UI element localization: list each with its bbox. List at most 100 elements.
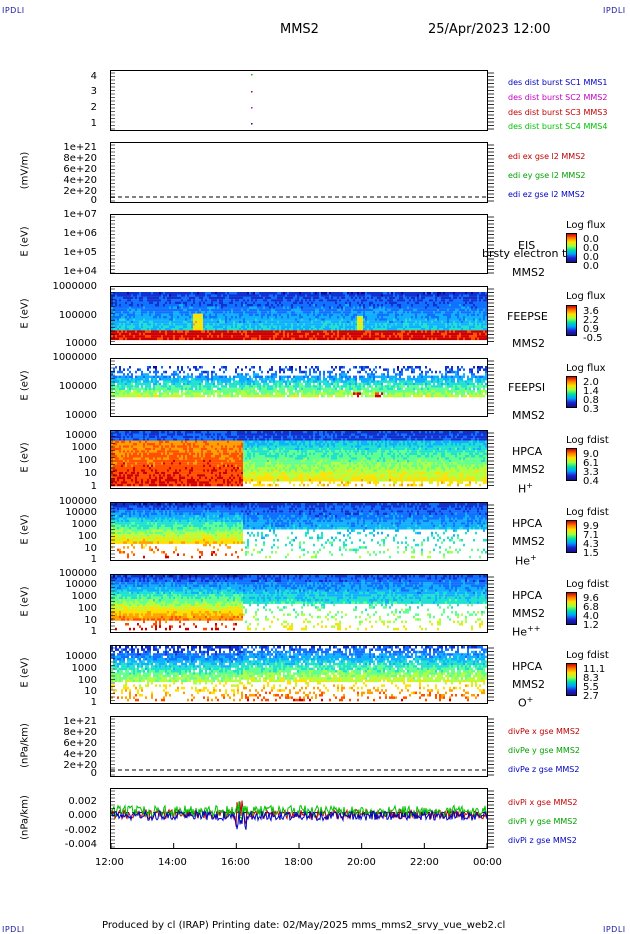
colorbar-value: 0.0: [583, 243, 599, 254]
tick-label: 100: [77, 531, 97, 542]
colorbar-value: 0.3: [583, 404, 599, 415]
instrument-label: FEEPSI: [508, 381, 546, 394]
legend-entry: divPi y gse MMS2: [508, 817, 578, 826]
tick-label: 100: [77, 675, 97, 686]
colorbar-value: 0.0: [583, 252, 599, 263]
ion-name: He: [512, 625, 528, 639]
legend-entry: divPi z gse MMS2: [508, 836, 577, 845]
legend-entry: des dist burst SC4 MMS4: [508, 122, 608, 131]
colorbar-value: 11.1: [583, 664, 606, 675]
tick-label: 0: [90, 768, 97, 779]
spacecraft-label: MMS2: [512, 678, 545, 691]
ion-name: O: [518, 696, 527, 710]
footer-text: Produced by cl (IRAP) Printing date: 02/…: [102, 920, 506, 931]
ion-species-label: He++: [512, 624, 540, 639]
tick-label: 1000: [71, 519, 97, 530]
tick-label: 8e+20: [63, 727, 97, 738]
tick-label: 0.000: [68, 810, 97, 821]
tick-label: 1000: [71, 442, 97, 453]
tick-label: 10000: [65, 338, 97, 349]
x-tick-label: 00:00: [473, 857, 502, 868]
colorbar-value: 6.8: [583, 602, 599, 613]
legend-entry: des dist burst SC1 MMS1: [508, 78, 608, 87]
panel-edi-efield: [110, 142, 488, 203]
panel-burst-plot: [110, 70, 488, 131]
colorbar-value: 6.1: [583, 458, 599, 469]
legend-entry: divPe y gse MMS2: [508, 746, 580, 755]
tick-label: 10000: [65, 410, 97, 421]
spacecraft-title: MMS2: [280, 22, 319, 37]
spacecraft-label: MMS2: [512, 337, 545, 350]
instrument-label: HPCA: [512, 589, 543, 602]
tick-label: -0.002: [64, 825, 97, 836]
legend-entry: divPi x gse MMS2: [508, 798, 578, 807]
corner-label-bottom-left: IPDLI: [2, 925, 25, 934]
ion-species-label: O+: [518, 695, 533, 710]
colorbar-value: 1.2: [583, 620, 599, 631]
tick-label: 1: [90, 118, 97, 129]
ion-charge: +: [526, 695, 534, 704]
colorbar-title: Log fdist: [566, 579, 609, 590]
colorbar-value: -0.5: [583, 333, 603, 344]
series-divpi-z: [110, 809, 488, 830]
tick-label: 10000: [65, 430, 97, 441]
tick-label: 1e+21: [63, 142, 97, 153]
tick-label: 1e+07: [63, 209, 97, 220]
burst-mark-mms2: [251, 107, 253, 109]
colorbar-value: 9.0: [583, 449, 599, 460]
panel-divpe: [110, 716, 488, 777]
x-tick-label: 16:00: [221, 857, 250, 868]
colorbar-value: 9.6: [583, 593, 599, 604]
spacecraft-label: MMS2: [512, 409, 545, 422]
x-tick-label: 18:00: [284, 857, 313, 868]
colorbar-value: 2.2: [583, 315, 599, 326]
colorbar-title: Log flux: [566, 220, 606, 231]
colorbar: [566, 305, 577, 336]
legend-entry: edi ey gse l2 MMS2: [508, 171, 586, 180]
x-tick-label: 20:00: [347, 857, 376, 868]
datetime-title: 25/Apr/2023 12:00: [428, 22, 551, 37]
ion-species-label: H+: [518, 481, 533, 496]
tick-label: 100: [77, 455, 97, 466]
tick-label: 6e+20: [63, 738, 97, 749]
colorbar-value: 5.5: [583, 682, 599, 693]
ion-species-label: He+: [515, 553, 537, 568]
legend-entry: divPe x gse MMS2: [508, 727, 580, 736]
colorbar-value: 2.7: [583, 691, 599, 702]
ion-name: H: [518, 482, 527, 496]
spectrogram-pixels: [111, 292, 487, 702]
corner-label-bottom-right: IPDLI: [603, 925, 626, 934]
tick-label: 0: [90, 195, 97, 206]
corner-label-top-left: IPDLI: [2, 6, 25, 15]
colorbar: [566, 448, 577, 481]
colorbar: [566, 663, 577, 696]
spacecraft-label: MMS2: [512, 463, 545, 476]
series-divpi-y: [110, 801, 488, 821]
instrument-label: EIS: [518, 239, 536, 252]
colorbar-value: 1.4: [583, 386, 599, 397]
tick-label: 1: [90, 697, 97, 708]
instrument-label: HPCA: [512, 517, 543, 530]
legend-entry: edi ex gse l2 MMS2: [508, 152, 586, 161]
burst-mark-mms4: [251, 74, 253, 76]
ion-charge: +: [526, 481, 533, 490]
colorbar-value: 0.9: [583, 324, 599, 335]
legend-entry: edi ez gse l2 MMS2: [508, 190, 585, 199]
tick-label: 1000000: [52, 352, 97, 363]
colorbar-value: 4.0: [583, 611, 599, 622]
tick-label: 100000: [58, 381, 97, 392]
tick-label: 100000: [58, 310, 97, 321]
colorbar-title: Log fdist: [566, 435, 609, 446]
tick-label: 10000: [65, 651, 97, 662]
tick-label: 10000: [65, 579, 97, 590]
tick-label: 100000: [58, 496, 97, 507]
legend-entry: des dist burst SC3 MMS3: [508, 108, 608, 117]
tick-label: 1e+21: [63, 716, 97, 727]
spacecraft-label: MMS2: [512, 266, 545, 279]
tick-label: 1: [90, 626, 97, 637]
tick-label: 2: [90, 102, 97, 113]
colorbar: [566, 520, 577, 553]
burst-mark-mms3: [251, 91, 253, 93]
tick-label: 10: [84, 468, 97, 479]
